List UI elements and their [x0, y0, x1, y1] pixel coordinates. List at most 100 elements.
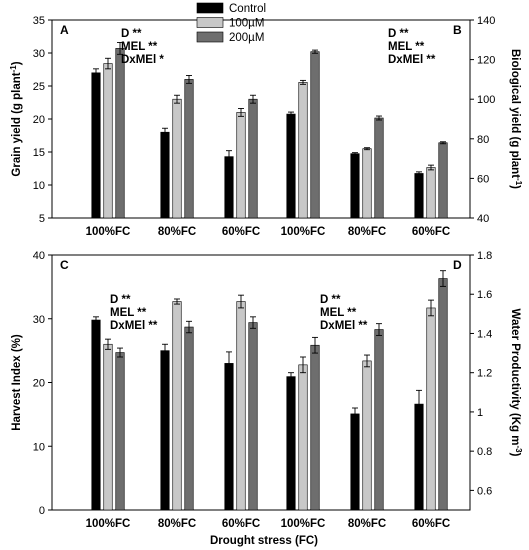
category-label: 100%FC [281, 226, 326, 238]
legend-swatch [196, 17, 224, 28]
y-tick-label: 30 [33, 48, 45, 60]
y-tick-label: 15 [33, 147, 45, 159]
bar [374, 117, 384, 219]
significance-label: DxMEl ** [320, 320, 368, 332]
panel-C: 0 10 20 30 40 Harvest Index (%) 100%FC 80%FC 60%… [11, 250, 260, 530]
y-tick-label: 1.6 [477, 289, 492, 301]
bar [350, 153, 360, 219]
significance-label: DxMEl ** [388, 54, 436, 66]
bar [374, 329, 384, 511]
significance-label: D ** [121, 28, 142, 40]
y-tick-label: 1.8 [477, 250, 492, 262]
bar [286, 376, 296, 511]
bar [103, 63, 113, 219]
y-tick-label: 40 [477, 213, 489, 225]
y-tick-label: 20 [33, 114, 45, 126]
y-tick-label: 0 [39, 505, 45, 517]
bar [224, 156, 234, 219]
bar [160, 350, 170, 511]
y-tick-label: 40 [33, 250, 45, 262]
bar [298, 82, 308, 219]
bar [103, 343, 113, 511]
y-tick-label: 100 [477, 94, 495, 106]
bar [248, 98, 258, 219]
y-axis-label: Water Productivity (Kg m-3) [509, 309, 524, 457]
bar [184, 79, 194, 219]
category-label: 80%FC [158, 226, 196, 238]
panel-letter: D [453, 258, 462, 272]
bar [91, 319, 101, 511]
y-tick-label: 80 [477, 134, 489, 146]
bar [362, 148, 372, 219]
legend-label: 200µM [229, 32, 264, 44]
panel-A: 5 10 15 20 25 30 35 Grain yield (g plant-1) 100%… [9, 15, 261, 238]
category-label: 80%FC [348, 226, 386, 238]
significance-label: MEL ** [388, 41, 425, 53]
category-label: 60%FC [222, 518, 260, 530]
y-tick-label: 1.2 [477, 368, 492, 380]
significance-label: D ** [320, 294, 341, 306]
y-tick-label: 10 [33, 180, 45, 192]
significance-label: D ** [110, 294, 131, 306]
y-axis-label: Harvest Index (%) [11, 334, 23, 431]
panel-letter: B [453, 23, 462, 37]
legend-label: 100µM [229, 18, 264, 30]
bar [115, 352, 125, 511]
bar [438, 142, 448, 219]
bar [172, 301, 182, 511]
bar [362, 360, 372, 511]
bar [298, 364, 308, 511]
bar [236, 301, 246, 511]
category-label: 100%FC [86, 518, 131, 530]
bar [414, 173, 424, 219]
bar [172, 98, 182, 219]
legend-swatch [196, 2, 224, 14]
y-tick-label: 30 [33, 314, 45, 326]
y-tick-label: 1.4 [477, 328, 492, 340]
significance-label: DxMEl ** [110, 320, 158, 332]
y-tick-label: 0.6 [477, 485, 492, 497]
legend-label: Control [229, 3, 266, 15]
x-axis-label: Drought stress (FC) [210, 535, 318, 547]
bar [160, 131, 170, 219]
bar [91, 72, 101, 219]
bar [236, 112, 246, 219]
bar [414, 403, 424, 511]
panel-B: 40 60 80 100 120 140 Biological yield (g plant… [281, 15, 524, 238]
bar [224, 363, 234, 511]
category-label: 60%FC [412, 518, 450, 530]
y-tick-label: 20 [33, 378, 45, 390]
legend-swatch [196, 31, 224, 43]
category-label: 80%FC [348, 518, 386, 530]
bar [426, 167, 436, 219]
bar [184, 326, 194, 511]
significance-label: MEL ** [110, 307, 147, 319]
significance-label: MEL ** [320, 307, 357, 319]
panel-letter: C [60, 258, 69, 272]
y-tick-label: 25 [33, 81, 45, 93]
category-label: 100%FC [281, 518, 326, 530]
significance-label: D ** [388, 28, 409, 40]
y-tick-label: 120 [477, 55, 495, 67]
panel-letter: A [60, 23, 69, 37]
y-axis-label: Grain yield (g plant-1) [9, 61, 24, 176]
category-label: 100%FC [86, 226, 131, 238]
y-tick-label: 1 [477, 407, 483, 419]
y-tick-label: 0.8 [477, 446, 492, 458]
bar [426, 307, 436, 511]
significance-label: MEL ** [121, 41, 158, 53]
category-label: 80%FC [158, 518, 196, 530]
bar [248, 322, 258, 511]
bar [438, 278, 448, 511]
category-label: 60%FC [222, 226, 260, 238]
legend: Control 100µM 200µM [196, 2, 266, 44]
y-tick-label: 10 [33, 441, 45, 453]
bar [350, 413, 360, 511]
y-axis-label: Biological yield (g plant-1) [509, 49, 524, 189]
y-tick-label: 60 [477, 173, 489, 185]
y-tick-label: 35 [33, 15, 45, 27]
category-label: 60%FC [412, 226, 450, 238]
bar [115, 48, 125, 219]
significance-label: DxMEl * [121, 54, 164, 66]
